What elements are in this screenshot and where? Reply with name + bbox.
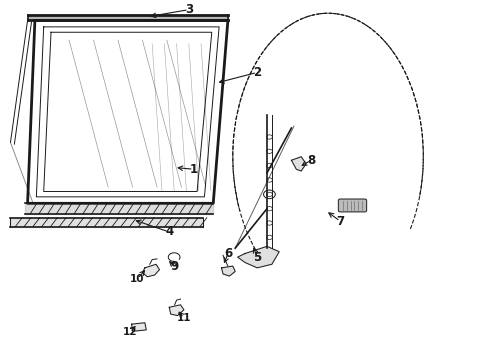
Text: 5: 5 bbox=[253, 251, 261, 264]
Text: 9: 9 bbox=[170, 260, 178, 273]
Text: 7: 7 bbox=[336, 215, 344, 228]
Polygon shape bbox=[292, 157, 306, 171]
Text: 6: 6 bbox=[224, 247, 232, 260]
Text: 2: 2 bbox=[253, 66, 261, 79]
Polygon shape bbox=[221, 266, 235, 276]
Polygon shape bbox=[143, 264, 159, 277]
FancyBboxPatch shape bbox=[338, 199, 367, 212]
Text: 10: 10 bbox=[130, 274, 145, 284]
Text: 4: 4 bbox=[165, 225, 173, 238]
Text: 3: 3 bbox=[185, 3, 193, 16]
Polygon shape bbox=[238, 246, 279, 268]
Polygon shape bbox=[132, 323, 147, 331]
Text: 11: 11 bbox=[177, 313, 191, 323]
Text: 1: 1 bbox=[190, 163, 198, 176]
Text: 8: 8 bbox=[307, 154, 315, 167]
Text: 12: 12 bbox=[123, 327, 137, 337]
Polygon shape bbox=[169, 305, 184, 316]
